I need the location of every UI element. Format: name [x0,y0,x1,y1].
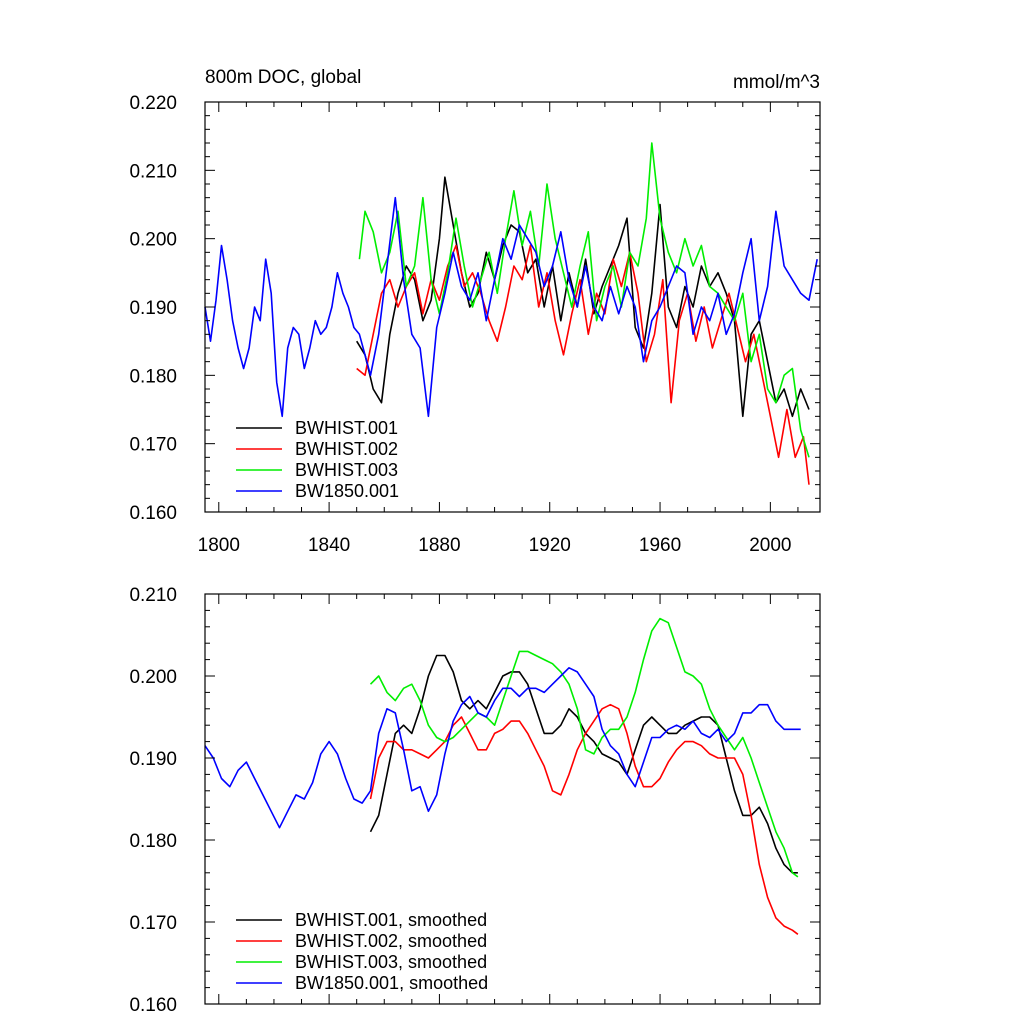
units-label: mmol/m^3 [733,72,820,93]
y-tick-label: 0.170 [129,913,177,934]
bottom-panel: 0.160 0.170 0.180 0.190 0.200 0.210 BWHIST.00… [129,585,821,1016]
top-series-lines [204,142,818,485]
legend-label: BWHIST.001, smoothed [295,910,487,930]
legend-label: BWHIST.003, smoothed [295,952,487,972]
legend-label: BWHIST.001 [295,418,398,438]
top-axis-ticks: 1800 1840 1880 1920 1960 2000 0.160 0.170 0.180 0… [129,93,820,556]
y-tick-label: 0.190 [129,298,177,319]
y-tick-label: 0.170 [129,435,177,456]
x-tick-label: 1800 [198,535,240,556]
y-tick-label: 0.220 [129,93,177,114]
y-tick-label: 0.210 [129,585,177,606]
top-panel: 800m DOC, global mmol/m^3 1800 1840 1880 19… [129,67,821,556]
bottom-series-line-3 [369,617,799,878]
y-tick-label: 0.180 [129,831,177,852]
bottom-plot-frame [204,593,821,1005]
chart-title: 800m DOC, global [205,67,361,88]
legend-label: BWHIST.003 [295,460,398,480]
y-tick-label: 0.160 [129,995,177,1016]
bottom-series-lines [204,617,801,935]
x-tick-label: 1840 [308,535,350,556]
legend-label: BW1850.001, smoothed [295,973,488,993]
legend-label: BWHIST.002 [295,439,398,459]
y-tick-label: 0.190 [129,749,177,770]
x-tick-label: 1880 [418,535,460,556]
bottom-axis-ticks: 0.160 0.170 0.180 0.190 0.200 0.210 [129,585,820,1016]
y-tick-label: 0.210 [129,161,177,182]
legend-label: BW1850.001 [295,481,399,501]
x-tick-label: 2000 [749,535,791,556]
y-tick-label: 0.160 [129,503,177,524]
top-series-line-4 [204,196,818,418]
x-tick-label: 1960 [639,535,681,556]
bottom-series-line-4 [204,666,801,829]
y-tick-label: 0.180 [129,366,177,387]
bottom-series-line-2 [369,703,799,935]
y-tick-label: 0.200 [129,230,177,251]
legend-label: BWHIST.002, smoothed [295,931,487,951]
bottom-series-line-1 [369,654,798,874]
x-tick-label: 1920 [529,535,571,556]
y-tick-label: 0.200 [129,667,177,688]
